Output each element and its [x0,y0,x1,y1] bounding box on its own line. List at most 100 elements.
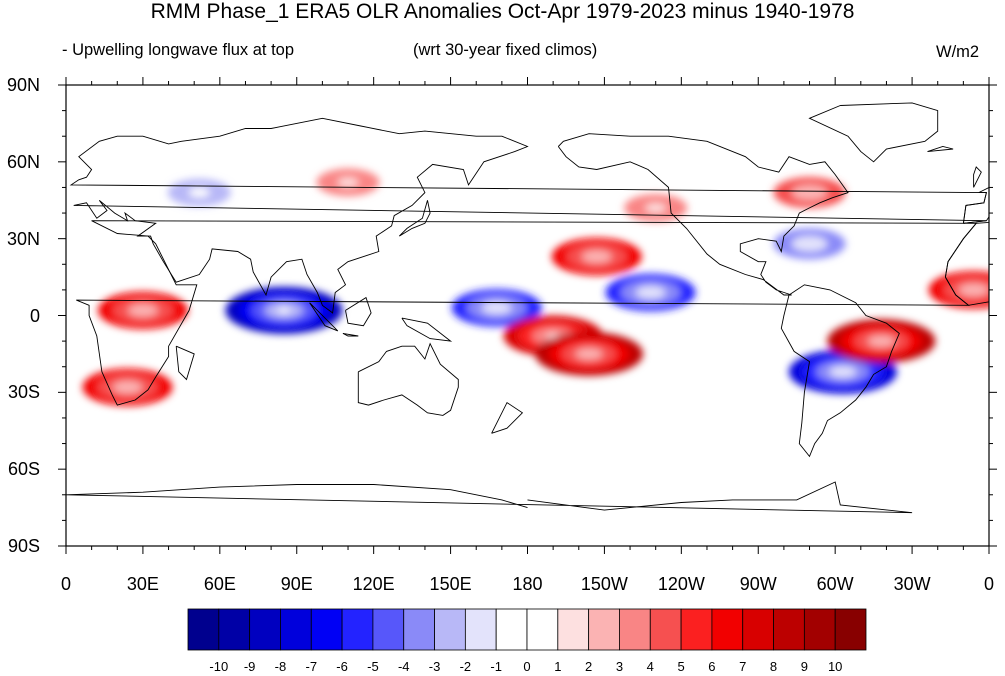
colorbar-box [434,608,466,651]
colorbar-box [526,608,559,651]
colorbar-box [588,608,620,651]
lat-label: 60S [7,459,40,480]
colorbar-box [280,608,312,651]
colorbar-box [619,608,651,651]
anomaly-contour [581,250,612,263]
colorbar-label: 2 [585,659,593,674]
anomaly-contour [337,177,359,187]
colorbar-label: -1 [490,659,502,674]
colorbar-box [403,608,435,651]
lat-label: 90S [7,536,40,556]
anomaly-contour [481,301,512,315]
anomaly-field [66,102,989,514]
variable-description: - Upwelling longwave flux at top [62,41,295,59]
colorbar-box [711,608,744,651]
coastline [780,284,900,458]
colorbar-label: 8 [769,659,778,674]
colorbar-box [495,608,528,651]
colorbar-label: -9 [243,659,256,674]
colorbar-label: 5 [677,659,685,674]
colorbar-box [557,608,590,651]
anomaly-contour [958,283,989,297]
colorbar-label: -10 [209,659,229,674]
coastline [76,220,978,406]
coastline [309,302,339,332]
chart-title: RMM Phase_1 ERA5 OLR Anomalies Oct-Apr 1… [150,0,855,23]
anomaly-contour [867,335,895,347]
lon-label: 90W [739,574,777,594]
colorbar-box [341,608,374,651]
coastline [401,317,453,342]
lon-label: 180 [512,574,543,594]
colorbar-label: -4 [397,659,410,674]
colorbar-box [372,608,405,651]
lon-label: 0 [983,574,995,594]
anomaly-contour [112,381,143,394]
lon-label: 30W [893,574,931,594]
colorbar-box [773,608,805,651]
coastline [557,133,849,296]
anomaly-contour [188,187,210,198]
lon-label: 60W [816,574,854,594]
colorbar-label: 10 [827,659,843,674]
lon-label: 30E [126,574,159,594]
colorbar-label: 7 [739,659,747,674]
colorbar-box [742,608,774,651]
lon-label: 150E [429,574,472,594]
colorbar-label: 1 [554,659,562,674]
coastline [342,332,359,337]
lon-label: 90E [280,574,313,594]
colorbar-box [649,608,682,651]
anomaly-contour [575,348,603,360]
colorbar-label: -7 [305,659,318,674]
lon-label: 120E [352,574,395,594]
anomaly-contour [645,203,667,213]
anomaly-contour [635,286,666,299]
anomaly-contour [791,184,828,201]
coastline [345,296,372,327]
coastline [175,345,195,381]
colorbar-box [218,608,251,651]
colorbar-label: 0 [523,659,531,674]
lat-label: 60N [6,151,40,172]
lon-label: 60E [203,574,236,594]
anomaly-contour [791,236,828,252]
lat-label: 90N [6,75,40,95]
coastline [398,200,431,237]
colorbar-label: -6 [336,659,348,674]
colorbar-label: 6 [708,659,716,674]
lat-label: 0 [29,305,40,326]
coastline [66,481,913,514]
lon-label: 0 [60,574,72,594]
colorbar-label: 4 [646,659,654,674]
coastline [357,342,459,416]
colorbar-label: -2 [459,659,472,674]
colorbar-box [464,608,497,651]
colorbar-label: -5 [367,659,379,674]
colorbar [187,608,867,651]
colorbar-box [310,608,343,651]
lat-label: 30S [7,382,40,403]
anomaly-contour [277,307,291,313]
colorbar-box [680,608,713,651]
colorbar-box [803,608,836,651]
colorbar-label: -8 [274,659,287,674]
lon-label: 150W [580,574,628,594]
colorbar-label: 3 [615,659,624,674]
coastline [491,401,524,434]
units-label: W/m2 [936,43,980,61]
lat-label: 30N [6,228,40,249]
coastline [69,117,987,314]
colorbar-label: -3 [428,659,441,674]
coastline [927,146,954,153]
colorbar-box [187,608,220,651]
colorbar-box [834,608,867,651]
climatology-note: (wrt 30-year fixed climos) [413,41,598,59]
coastline [808,102,939,163]
colorbar-box [249,608,281,651]
coastline [944,221,989,306]
coastline [973,166,982,188]
lon-label: 120W [657,574,705,594]
anomaly-contour [127,304,158,317]
